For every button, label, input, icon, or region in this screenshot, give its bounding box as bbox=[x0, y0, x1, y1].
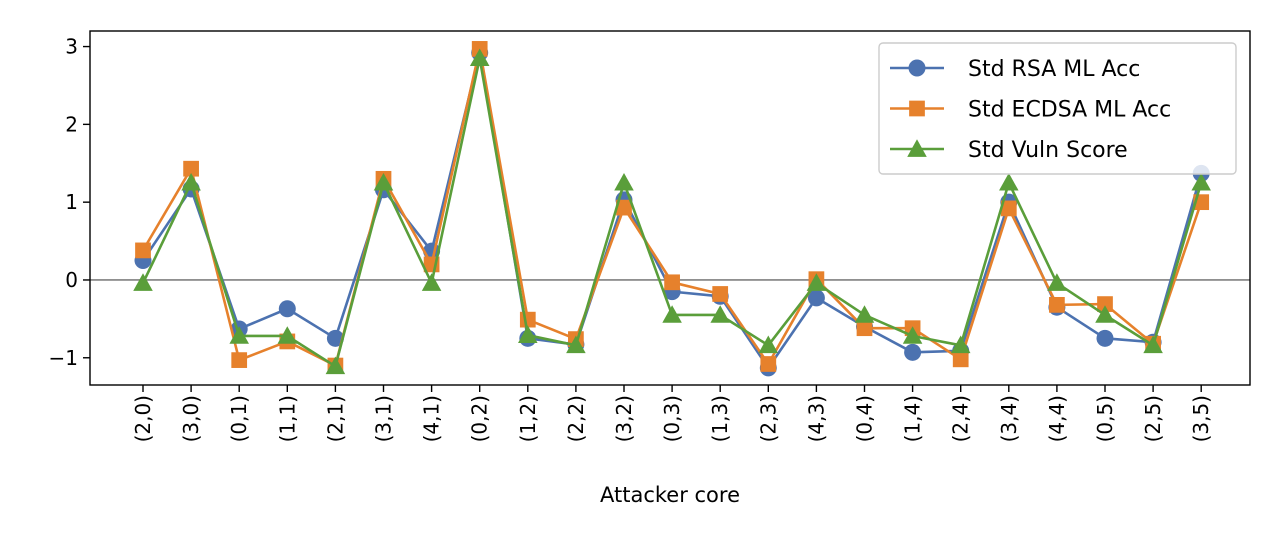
y-tick-label: 1 bbox=[65, 190, 78, 214]
data-point bbox=[229, 326, 249, 344]
data-point bbox=[326, 329, 344, 347]
data-point bbox=[1000, 200, 1017, 217]
data-point bbox=[760, 356, 777, 372]
x-tick-label: (0,4) bbox=[853, 395, 877, 442]
data-point bbox=[325, 356, 346, 375]
x-tick-label: (4,4) bbox=[1045, 395, 1069, 442]
data-point bbox=[181, 172, 201, 191]
y-axis: −1 0 1 2 3 bbox=[49, 35, 90, 370]
x-tick-label: (2,2) bbox=[564, 395, 588, 442]
data-point bbox=[1095, 305, 1115, 323]
data-point bbox=[662, 305, 682, 323]
data-point bbox=[278, 300, 296, 318]
data-point bbox=[373, 172, 394, 191]
data-point bbox=[616, 199, 632, 216]
data-point bbox=[1097, 296, 1113, 312]
data-point bbox=[1143, 335, 1163, 354]
data-point bbox=[421, 273, 442, 291]
x-tick-label: (0,3) bbox=[660, 395, 684, 442]
data-point bbox=[952, 351, 969, 368]
data-point bbox=[908, 59, 926, 77]
data-point bbox=[277, 326, 298, 344]
data-point bbox=[566, 335, 586, 354]
data-point bbox=[807, 289, 825, 307]
data-point bbox=[1191, 172, 1211, 191]
data-point bbox=[712, 286, 729, 302]
data-point bbox=[614, 172, 634, 191]
plot-frame bbox=[89, 30, 1251, 386]
x-tick-label: (0,5) bbox=[1093, 395, 1117, 442]
x-tick-label: (2,5) bbox=[1141, 395, 1165, 442]
data-point bbox=[710, 305, 730, 323]
y-tick-label: −1 bbox=[49, 346, 78, 370]
series-layer bbox=[133, 41, 1211, 377]
data-point bbox=[231, 352, 248, 368]
x-tick-label: (2,0) bbox=[131, 395, 155, 442]
data-point bbox=[135, 242, 151, 259]
x-tick-label: (3,4) bbox=[997, 395, 1021, 442]
data-point bbox=[902, 326, 923, 344]
legend-label: Std Vuln Score bbox=[968, 138, 1128, 163]
legend-item: Std RSA ML Acc bbox=[890, 57, 1140, 82]
y-tick-label: 3 bbox=[65, 35, 78, 59]
y-tick-label: 2 bbox=[65, 112, 78, 136]
data-point bbox=[469, 48, 490, 67]
series-3 bbox=[133, 48, 1211, 375]
legend: Std RSA ML Acc Std ECDSA ML Acc Std Vuln S… bbox=[878, 42, 1237, 175]
legend-label: Std RSA ML Acc bbox=[968, 57, 1140, 82]
data-point bbox=[950, 335, 971, 354]
x-tick-label: (0,1) bbox=[227, 395, 251, 442]
data-point bbox=[664, 274, 680, 291]
x-tick-label: (3,1) bbox=[372, 395, 396, 442]
x-axis: (2,0) (3,0) (0,1) (1,1) (2,1) (3,1) (4,1) (0,2)… bbox=[131, 385, 1213, 442]
x-tick-label: (3,2) bbox=[612, 395, 636, 442]
data-point bbox=[519, 311, 536, 328]
legend-item: Std ECDSA ML Acc bbox=[890, 98, 1171, 123]
data-point bbox=[909, 100, 925, 117]
x-tick-label: (2,4) bbox=[949, 395, 973, 442]
data-point bbox=[518, 325, 538, 344]
x-tick-label: (2,3) bbox=[756, 395, 780, 442]
y-tick-label: 0 bbox=[65, 268, 78, 292]
data-point bbox=[856, 320, 873, 337]
x-tick-label: (2,1) bbox=[323, 395, 347, 442]
data-point bbox=[854, 305, 875, 323]
x-tick-label: (1,4) bbox=[901, 395, 925, 442]
x-tick-label: (0,2) bbox=[468, 395, 492, 442]
data-point bbox=[907, 139, 927, 157]
data-point bbox=[1096, 329, 1114, 347]
data-point bbox=[133, 273, 153, 291]
data-point bbox=[1049, 297, 1065, 313]
x-tick-label: (3,5) bbox=[1189, 395, 1213, 442]
x-tick-label: (1,1) bbox=[275, 395, 299, 442]
data-point bbox=[806, 273, 827, 291]
legend-label: Std ECDSA ML Acc bbox=[968, 98, 1171, 123]
x-tick-label: (4,3) bbox=[804, 395, 828, 442]
data-point bbox=[904, 343, 922, 361]
x-axis-label: Attacker core bbox=[600, 483, 740, 507]
data-point bbox=[758, 335, 779, 354]
x-tick-label: (4,1) bbox=[420, 395, 444, 442]
data-point bbox=[999, 172, 1019, 191]
data-point bbox=[183, 160, 199, 177]
x-tick-label: (1,2) bbox=[516, 395, 540, 442]
legend-item: Std Vuln Score bbox=[890, 138, 1128, 163]
data-point bbox=[1047, 273, 1067, 291]
legend-box bbox=[878, 42, 1237, 175]
x-tick-label: (3,0) bbox=[179, 395, 203, 442]
x-tick-label: (1,3) bbox=[708, 395, 732, 442]
